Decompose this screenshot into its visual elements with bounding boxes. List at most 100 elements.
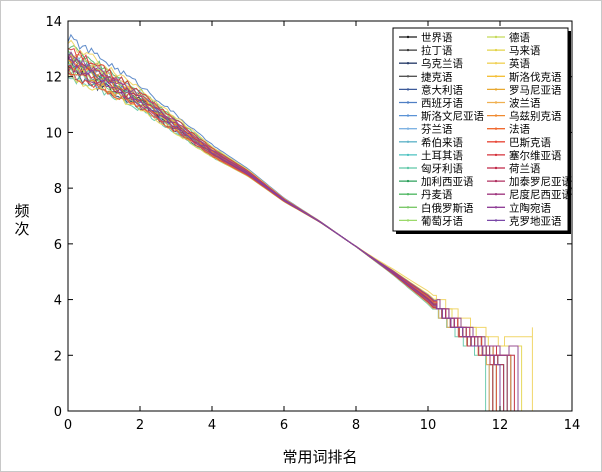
- x-tick-label: 12: [492, 418, 509, 433]
- legend-label: 乌克兰语: [421, 57, 463, 70]
- legend-marker: [494, 101, 498, 104]
- legend-marker: [406, 48, 410, 52]
- x-tick-label: 6: [280, 418, 288, 433]
- legend-item: 马来语: [487, 45, 541, 57]
- legend: 世界语拉丁语乌克兰语捷克语意大利语西班牙语斯洛文尼亚语芬兰语希伯来语土耳其语匈牙…: [392, 27, 572, 234]
- legend-item: 乌兹别克语: [487, 110, 562, 123]
- legend-item: 拉丁语: [399, 44, 453, 57]
- legend-item: 波兰语: [487, 97, 541, 110]
- legend-item: 法语: [487, 123, 530, 136]
- legend-marker: [406, 140, 410, 143]
- legend-item: 世界语: [399, 32, 453, 44]
- legend-marker: [494, 88, 498, 91]
- legend-item: 荷兰语: [487, 162, 541, 175]
- legend-item: 加利西亚语: [399, 176, 474, 188]
- legend-marker: [494, 219, 498, 222]
- legend-marker: [406, 193, 410, 196]
- axis-ticks: 0 2 4 6 8 10 12 14 0 2 4 6 8 10 12 14: [45, 15, 580, 433]
- legend-label: 白俄罗斯语: [421, 201, 474, 214]
- legend-marker: [406, 88, 410, 91]
- legend-item: 白俄罗斯语: [399, 201, 474, 214]
- y-tick-label: 10: [45, 126, 62, 141]
- legend-label: 加利西亚语: [421, 176, 474, 188]
- y-tick-label: 4: [54, 294, 62, 309]
- legend-item: 德语: [487, 31, 530, 44]
- legend-item: 乌克兰语: [399, 57, 463, 70]
- legend-item: 意大利语: [399, 83, 463, 96]
- legend-label: 匈牙利语: [421, 162, 463, 175]
- legend-label: 加泰罗尼亚语: [509, 175, 572, 188]
- x-tick-label: 2: [136, 418, 144, 433]
- legend-item: 土耳其语: [399, 149, 463, 162]
- legend-marker: [494, 140, 498, 143]
- legend-label: 斯洛伐克语: [509, 70, 562, 83]
- legend-label: 罗马尼亚语: [509, 84, 562, 96]
- y-tick-label: 2: [54, 349, 62, 364]
- legend-item: 丹麦语: [399, 189, 453, 201]
- legend-label: 斯洛文尼亚语: [421, 110, 484, 123]
- legend-marker: [494, 127, 498, 130]
- legend-label: 意大利语: [421, 83, 463, 96]
- plot-area-border: [67, 20, 573, 412]
- legend-item: 希伯来语: [399, 136, 463, 149]
- legend-marker: [406, 219, 410, 222]
- legend-label: 世界语: [421, 32, 453, 44]
- legend-item: 斯洛伐克语: [487, 70, 562, 83]
- legend-label: 英语: [509, 57, 530, 70]
- legend-marker: [494, 62, 498, 65]
- x-tick-label: 14: [564, 418, 581, 433]
- y-axis-title: 频次: [14, 202, 29, 238]
- legend-label: 塞尔维亚语: [509, 149, 562, 162]
- legend-item: 捷克语: [399, 70, 453, 83]
- legend-item: 葡萄牙语: [399, 214, 463, 227]
- legend-marker: [406, 206, 410, 209]
- legend-marker: [406, 179, 410, 183]
- legend-label: 马来语: [509, 45, 541, 57]
- legend-label: 拉丁语: [421, 44, 453, 57]
- x-tick-label: 0: [64, 418, 72, 433]
- legend-marker: [406, 114, 410, 117]
- legend-marker: [494, 166, 498, 170]
- x-axis-title: 常用词排名: [282, 448, 357, 466]
- y-tick-label: 8: [54, 182, 62, 197]
- legend-item: 塞尔维亚语: [487, 149, 562, 162]
- legend-marker: [406, 166, 410, 170]
- legend-marker: [406, 35, 410, 39]
- legend-marker: [494, 193, 498, 196]
- legend-label: 立陶宛语: [509, 201, 551, 214]
- legend-marker: [494, 75, 498, 78]
- legend-marker: [494, 179, 498, 183]
- legend-marker: [406, 127, 410, 130]
- x-tick-label: 4: [208, 418, 216, 433]
- legend-label: 捷克语: [421, 70, 453, 83]
- legend-item: 克罗地亚语: [487, 214, 562, 227]
- y-tick-label: 14: [45, 15, 62, 30]
- legend-label: 土耳其语: [421, 149, 463, 162]
- legend-label: 希伯来语: [421, 136, 463, 149]
- legend-label: 西班牙语: [421, 98, 463, 110]
- legend-item: 英语: [487, 57, 530, 70]
- legend-item: 尼度尼西亚语: [487, 188, 572, 201]
- legend-marker: [494, 35, 498, 39]
- legend-label: 葡萄牙语: [421, 214, 463, 227]
- legend-label: 尼度尼西亚语: [509, 188, 572, 201]
- legend-label: 丹麦语: [421, 189, 453, 201]
- series-layer: [67, 33, 533, 411]
- legend-item: 西班牙语: [399, 98, 463, 110]
- legend-label: 巴斯克语: [509, 136, 551, 149]
- legend-marker: [494, 48, 498, 52]
- x-tick-label: 10: [420, 418, 437, 433]
- y-tick-label: 0: [54, 405, 62, 420]
- legend-item: 立陶宛语: [487, 201, 551, 214]
- legend-label: 芬兰语: [421, 123, 453, 136]
- legend-item: 匈牙利语: [399, 162, 463, 175]
- legend-item: 加泰罗尼亚语: [487, 175, 572, 188]
- legend-box: [392, 27, 569, 232]
- legend-label: 德语: [509, 31, 530, 44]
- legend-marker: [494, 206, 498, 209]
- legend-label: 法语: [509, 123, 530, 136]
- legend-item: 斯洛文尼亚语: [399, 110, 484, 123]
- legend-label: 乌兹别克语: [509, 110, 562, 123]
- legend-label: 波兰语: [509, 97, 541, 110]
- x-tick-label: 8: [352, 418, 360, 433]
